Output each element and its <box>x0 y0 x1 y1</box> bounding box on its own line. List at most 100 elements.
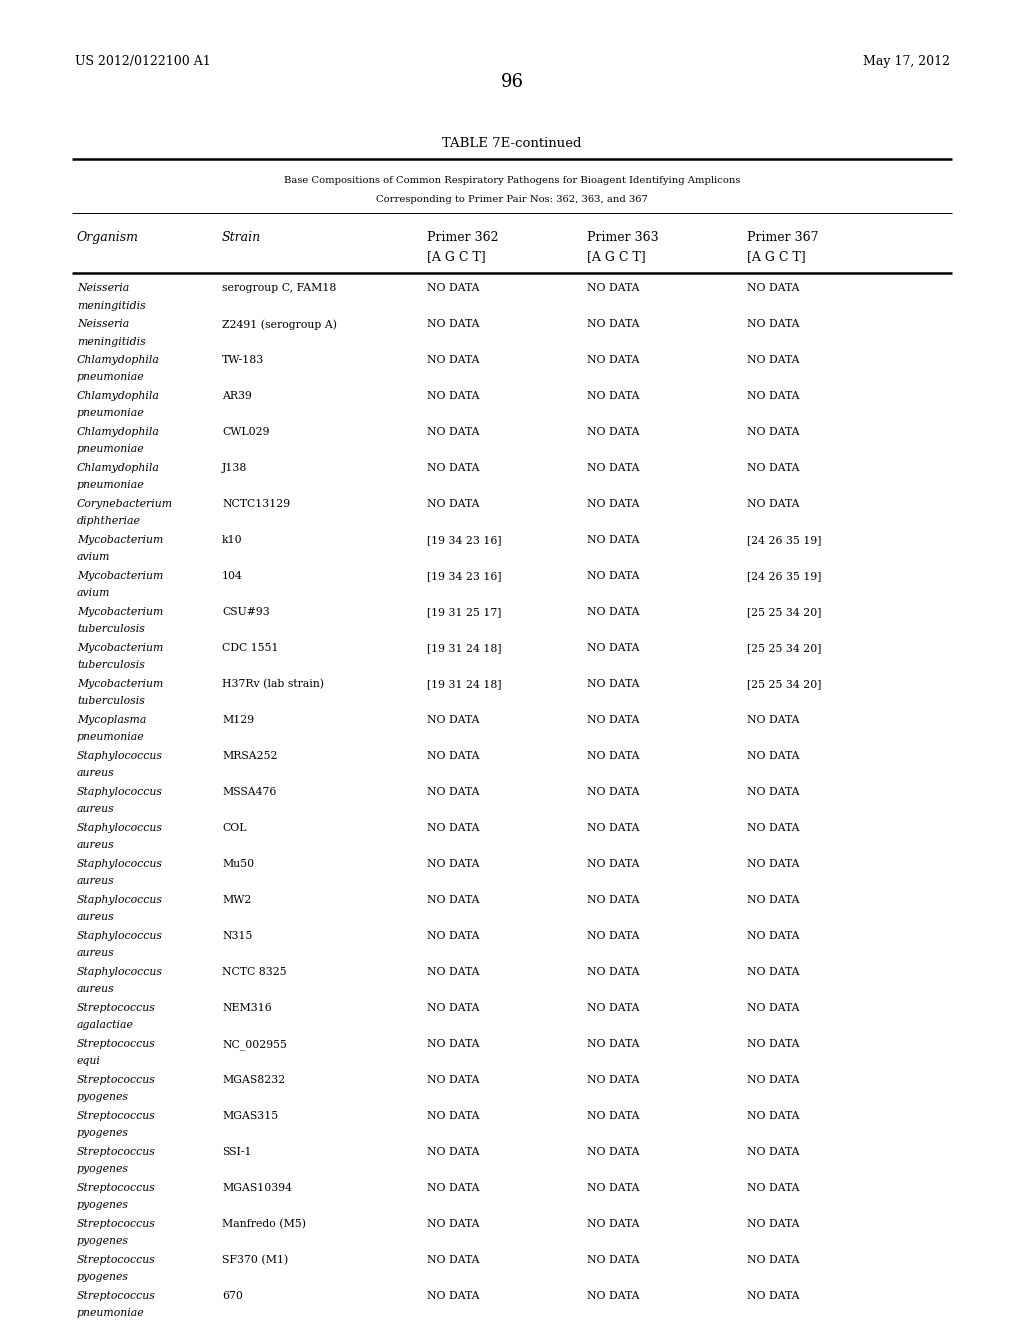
Text: Mycobacterium: Mycobacterium <box>77 535 164 545</box>
Text: NO DATA: NO DATA <box>746 1218 800 1229</box>
Text: NO DATA: NO DATA <box>427 715 479 725</box>
Text: NO DATA: NO DATA <box>746 751 800 762</box>
Text: NO DATA: NO DATA <box>587 787 640 797</box>
Text: pneumoniae: pneumoniae <box>77 408 144 418</box>
Text: Staphylococcus: Staphylococcus <box>77 751 163 762</box>
Text: NO DATA: NO DATA <box>427 499 479 510</box>
Text: SSI-1: SSI-1 <box>222 1147 252 1158</box>
Text: Neisseria: Neisseria <box>77 319 129 329</box>
Text: Primer 363: Primer 363 <box>587 231 658 244</box>
Text: NO DATA: NO DATA <box>427 1039 479 1049</box>
Text: NO DATA: NO DATA <box>587 895 640 906</box>
Text: equi: equi <box>77 1056 101 1067</box>
Text: [19 31 24 18]: [19 31 24 18] <box>427 643 502 653</box>
Text: NO DATA: NO DATA <box>587 1074 640 1085</box>
Text: NO DATA: NO DATA <box>746 1255 800 1265</box>
Text: Staphylococcus: Staphylococcus <box>77 931 163 941</box>
Text: tuberculosis: tuberculosis <box>77 697 144 706</box>
Text: Streptococcus: Streptococcus <box>77 1147 156 1158</box>
Text: pyogenes: pyogenes <box>77 1129 129 1138</box>
Text: US 2012/0122100 A1: US 2012/0122100 A1 <box>75 55 211 69</box>
Text: NO DATA: NO DATA <box>746 1183 800 1193</box>
Text: [25 25 34 20]: [25 25 34 20] <box>746 643 821 653</box>
Text: TABLE 7E-continued: TABLE 7E-continued <box>442 137 582 150</box>
Text: NO DATA: NO DATA <box>746 895 800 906</box>
Text: Corresponding to Primer Pair Nos: 362, 363, and 367: Corresponding to Primer Pair Nos: 362, 3… <box>376 195 648 205</box>
Text: Mycobacterium: Mycobacterium <box>77 678 164 689</box>
Text: k10: k10 <box>222 535 243 545</box>
Text: agalactiae: agalactiae <box>77 1020 134 1031</box>
Text: Mycobacterium: Mycobacterium <box>77 643 164 653</box>
Text: Chlamydophila: Chlamydophila <box>77 391 160 401</box>
Text: TW-183: TW-183 <box>222 355 264 366</box>
Text: NO DATA: NO DATA <box>427 319 479 329</box>
Text: [19 34 23 16]: [19 34 23 16] <box>427 535 502 545</box>
Text: pneumoniae: pneumoniae <box>77 1308 144 1319</box>
Text: MRSA252: MRSA252 <box>222 751 278 762</box>
Text: NO DATA: NO DATA <box>587 1218 640 1229</box>
Text: NO DATA: NO DATA <box>587 678 640 689</box>
Text: J138: J138 <box>222 463 248 473</box>
Text: meningitidis: meningitidis <box>77 301 145 310</box>
Text: NO DATA: NO DATA <box>587 1255 640 1265</box>
Text: NO DATA: NO DATA <box>746 1147 800 1158</box>
Text: NO DATA: NO DATA <box>587 1291 640 1302</box>
Text: Streptococcus: Streptococcus <box>77 1039 156 1049</box>
Text: CSU#93: CSU#93 <box>222 607 269 616</box>
Text: NO DATA: NO DATA <box>427 1218 479 1229</box>
Text: [19 31 24 18]: [19 31 24 18] <box>427 678 502 689</box>
Text: NO DATA: NO DATA <box>427 463 479 473</box>
Text: NO DATA: NO DATA <box>427 1003 479 1012</box>
Text: NO DATA: NO DATA <box>587 607 640 616</box>
Text: [19 34 23 16]: [19 34 23 16] <box>427 572 502 581</box>
Text: MGAS8232: MGAS8232 <box>222 1074 286 1085</box>
Text: NO DATA: NO DATA <box>746 391 800 401</box>
Text: Staphylococcus: Staphylococcus <box>77 895 163 906</box>
Text: Primer 367: Primer 367 <box>746 231 818 244</box>
Text: NO DATA: NO DATA <box>427 895 479 906</box>
Text: NO DATA: NO DATA <box>587 715 640 725</box>
Text: NO DATA: NO DATA <box>746 715 800 725</box>
Text: NO DATA: NO DATA <box>587 1111 640 1121</box>
Text: aureus: aureus <box>77 985 115 994</box>
Text: diphtheriae: diphtheriae <box>77 516 141 527</box>
Text: NO DATA: NO DATA <box>746 968 800 977</box>
Text: NO DATA: NO DATA <box>587 535 640 545</box>
Text: NO DATA: NO DATA <box>746 426 800 437</box>
Text: serogroup C, FAM18: serogroup C, FAM18 <box>222 282 336 293</box>
Text: Streptococcus: Streptococcus <box>77 1255 156 1265</box>
Text: NO DATA: NO DATA <box>427 859 479 869</box>
Text: aureus: aureus <box>77 804 115 814</box>
Text: pneumoniae: pneumoniae <box>77 480 144 491</box>
Text: NO DATA: NO DATA <box>587 1003 640 1012</box>
Text: NO DATA: NO DATA <box>427 1291 479 1302</box>
Text: NO DATA: NO DATA <box>746 787 800 797</box>
Text: pyogenes: pyogenes <box>77 1272 129 1283</box>
Text: pyogenes: pyogenes <box>77 1164 129 1175</box>
Text: NO DATA: NO DATA <box>427 355 479 366</box>
Text: NO DATA: NO DATA <box>587 643 640 653</box>
Text: COL: COL <box>222 822 247 833</box>
Text: [19 31 25 17]: [19 31 25 17] <box>427 607 502 616</box>
Text: NO DATA: NO DATA <box>427 1147 479 1158</box>
Text: NO DATA: NO DATA <box>427 931 479 941</box>
Text: [24 26 35 19]: [24 26 35 19] <box>746 535 821 545</box>
Text: Corynebacterium: Corynebacterium <box>77 499 173 510</box>
Text: pyogenes: pyogenes <box>77 1200 129 1210</box>
Text: NO DATA: NO DATA <box>587 1183 640 1193</box>
Text: Chlamydophila: Chlamydophila <box>77 463 160 473</box>
Text: NO DATA: NO DATA <box>587 426 640 437</box>
Text: pneumoniae: pneumoniae <box>77 372 144 383</box>
Text: 104: 104 <box>222 572 243 581</box>
Text: avium: avium <box>77 553 111 562</box>
Text: NCTC 8325: NCTC 8325 <box>222 968 287 977</box>
Text: NO DATA: NO DATA <box>587 751 640 762</box>
Text: NO DATA: NO DATA <box>746 859 800 869</box>
Text: NO DATA: NO DATA <box>587 931 640 941</box>
Text: Mycoplasma: Mycoplasma <box>77 715 146 725</box>
Text: SF370 (M1): SF370 (M1) <box>222 1255 288 1266</box>
Text: MGAS10394: MGAS10394 <box>222 1183 292 1193</box>
Text: Streptococcus: Streptococcus <box>77 1003 156 1012</box>
Text: pneumoniae: pneumoniae <box>77 733 144 742</box>
Text: pyogenes: pyogenes <box>77 1093 129 1102</box>
